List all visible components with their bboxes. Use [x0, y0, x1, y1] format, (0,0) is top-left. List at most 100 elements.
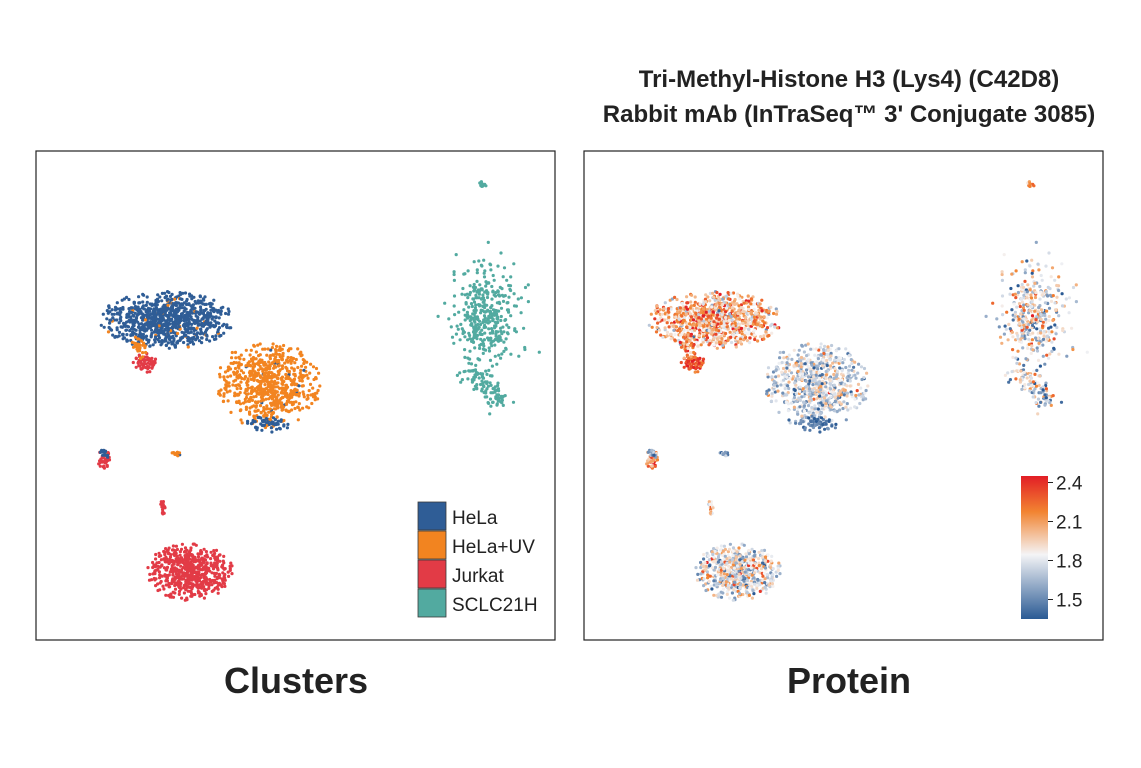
- cluster-cell-point: [186, 345, 190, 349]
- cluster-cell-point: [223, 370, 228, 374]
- cluster-cell-point: [249, 348, 253, 352]
- cluster-cell-point: [201, 297, 205, 301]
- protein-cell-point: [828, 387, 833, 391]
- cluster-cell-point: [132, 321, 137, 325]
- cluster-cell-point: [115, 326, 119, 330]
- protein-cell-point: [649, 312, 653, 316]
- protein-cell-point: [659, 316, 663, 320]
- protein-cell-point: [853, 373, 857, 377]
- protein-cell-point: [653, 317, 657, 321]
- cluster-cell-point: [177, 557, 181, 561]
- cluster-cell-point: [189, 546, 193, 550]
- protein-cell-point: [736, 336, 740, 341]
- cluster-cell-point: [190, 311, 195, 315]
- cluster-cell-point: [289, 361, 293, 365]
- protein-cell-point: [705, 334, 709, 338]
- protein-cell-point: [759, 335, 763, 339]
- cluster-cell-point: [202, 573, 206, 577]
- cluster-cell-point: [318, 384, 322, 388]
- cluster-cell-point: [228, 564, 232, 568]
- cluster-cell-point: [466, 269, 470, 273]
- protein-cell-point: [787, 386, 791, 391]
- protein-cell-point: [838, 359, 842, 363]
- cluster-cell-point: [203, 558, 208, 562]
- cluster-cell-point: [131, 345, 136, 349]
- cluster-cell-point: [246, 421, 250, 425]
- cluster-cell-point: [201, 581, 205, 586]
- cluster-cell-point: [491, 400, 495, 404]
- cluster-cell-point: [209, 314, 213, 318]
- protein-cell-point: [762, 315, 766, 319]
- protein-cell-point: [819, 342, 823, 346]
- cluster-cell-point: [121, 307, 125, 311]
- protein-cell-point: [665, 330, 670, 334]
- cluster-cell-point: [313, 398, 317, 402]
- protein-cell-point: [704, 321, 709, 325]
- cluster-cell-point: [182, 340, 186, 345]
- protein-cell-point: [676, 310, 680, 314]
- cluster-cell-point: [191, 567, 195, 571]
- cluster-cell-point: [262, 406, 266, 410]
- protein-cell-point: [729, 291, 733, 295]
- cluster-cell-point: [102, 325, 106, 329]
- protein-cell-point: [824, 419, 829, 423]
- protein-cell-point: [678, 306, 683, 310]
- cluster-cell-point: [290, 366, 294, 370]
- cluster-cell-point: [128, 310, 132, 314]
- cluster-cell-point: [488, 331, 492, 335]
- cluster-cell-point: [504, 337, 508, 341]
- cluster-cell-point: [499, 356, 503, 360]
- protein-cell-point: [766, 366, 771, 370]
- protein-cell-point: [799, 418, 803, 423]
- protein-cell-point: [732, 299, 737, 303]
- cluster-cell-point: [512, 262, 516, 266]
- cluster-cell-point: [104, 453, 108, 457]
- cluster-cell-point: [130, 340, 134, 344]
- protein-cell-point: [786, 357, 790, 361]
- cluster-cell-point: [196, 552, 200, 556]
- cluster-cell-point: [506, 332, 510, 336]
- cluster-cell-point: [248, 412, 252, 416]
- cluster-cell-point: [225, 390, 229, 394]
- cluster-cell-point: [160, 564, 164, 568]
- protein-cell-point: [663, 301, 667, 305]
- protein-cell-point: [660, 312, 664, 316]
- protein-cell-point: [1020, 260, 1024, 264]
- protein-cell-point: [731, 291, 736, 295]
- cluster-cell-point: [115, 312, 119, 316]
- protein-cell-point: [1034, 240, 1038, 244]
- cluster-cell-point: [156, 588, 160, 593]
- cluster-cell-point: [472, 300, 477, 304]
- cluster-cell-point: [493, 324, 497, 328]
- cluster-cell-point: [289, 378, 293, 383]
- cluster-cell-point: [286, 422, 290, 426]
- protein-cell-point: [842, 357, 846, 362]
- cluster-cell-point: [151, 343, 155, 347]
- cluster-cell-point: [164, 320, 168, 324]
- cluster-cell-point: [256, 368, 261, 372]
- cluster-cell-point: [182, 577, 186, 581]
- protein-cell-point: [796, 412, 800, 416]
- cluster-cell-point: [480, 389, 484, 393]
- protein-cell-point: [1034, 384, 1038, 388]
- cluster-cell-point: [301, 406, 305, 410]
- cluster-cell-point: [483, 182, 487, 186]
- cluster-cell-point: [474, 363, 478, 367]
- cluster-cell-point: [292, 378, 296, 382]
- cluster-cell-point: [145, 295, 149, 299]
- cluster-cell-point: [191, 342, 196, 346]
- protein-cell-point: [819, 416, 824, 420]
- protein-cell-point: [857, 393, 861, 397]
- protein-cell-point: [1023, 279, 1027, 283]
- cluster-cell-point: [196, 331, 200, 335]
- cluster-cell-point: [499, 326, 503, 330]
- cluster-cell-point: [186, 555, 190, 560]
- cluster-cell-point: [501, 403, 505, 407]
- cluster-cell-point: [290, 408, 294, 412]
- cluster-cell-point: [286, 375, 290, 379]
- protein-cell-point: [728, 330, 732, 334]
- cluster-cell-point: [475, 386, 479, 390]
- cluster-cell-point: [125, 295, 129, 299]
- protein-cell-point: [1041, 343, 1045, 347]
- cluster-cell-point: [239, 418, 243, 422]
